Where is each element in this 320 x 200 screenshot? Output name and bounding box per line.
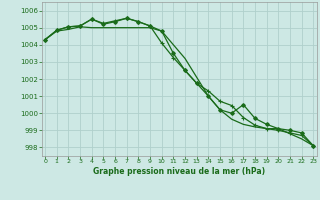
X-axis label: Graphe pression niveau de la mer (hPa): Graphe pression niveau de la mer (hPa) xyxy=(93,167,265,176)
